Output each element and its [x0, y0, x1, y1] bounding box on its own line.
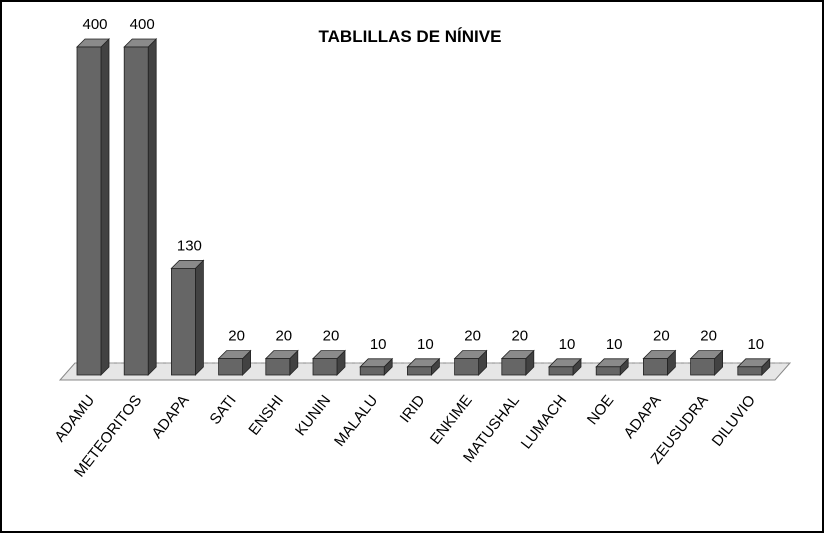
chart-title: TABLILLAS DE NÍNIVE: [319, 27, 502, 46]
bar-front: [406, 366, 432, 376]
value-label: 20: [275, 328, 292, 345]
bar-front: [218, 358, 244, 376]
bar: [312, 349, 346, 376]
bar: [406, 357, 441, 376]
bar-front: [76, 46, 102, 376]
bar: [548, 357, 582, 376]
bar-side: [100, 38, 110, 376]
bar-front: [265, 358, 291, 376]
bar: [595, 357, 630, 376]
bar: [642, 349, 677, 376]
bar-front: [690, 358, 715, 376]
bar: [123, 38, 158, 376]
bar-front: [454, 358, 480, 376]
value-label: 20: [228, 328, 245, 345]
value-label: 10: [747, 336, 764, 353]
value-label: 10: [559, 336, 576, 353]
bar-front: [170, 267, 196, 376]
bar-front: [548, 366, 574, 376]
bar: [217, 349, 252, 376]
bar: [689, 349, 724, 376]
value-label: 10: [606, 336, 623, 353]
bar: [359, 357, 394, 376]
bar-side: [147, 38, 157, 376]
bar: [264, 349, 299, 376]
bar-front: [643, 358, 668, 376]
value-label: 20: [511, 328, 528, 345]
value-label: 20: [464, 328, 481, 345]
bar-front: [312, 358, 338, 376]
value-label: 10: [370, 336, 387, 353]
value-label: 20: [700, 328, 717, 345]
bar: [170, 259, 205, 376]
bar-front: [359, 366, 385, 376]
bar: [453, 349, 488, 376]
bar: [76, 38, 110, 376]
value-label: 20: [323, 328, 340, 345]
bar-front: [737, 366, 763, 376]
value-label: 10: [417, 336, 434, 353]
bar: [736, 357, 771, 376]
bar-front: [501, 358, 527, 376]
value-label: 20: [653, 328, 670, 345]
value-label: 400: [82, 16, 107, 33]
bar-front: [595, 366, 621, 376]
value-label: 400: [130, 16, 155, 33]
value-label: 130: [177, 237, 202, 254]
bar-front: [123, 46, 149, 376]
bar: [500, 349, 535, 376]
bar-side: [194, 259, 204, 376]
